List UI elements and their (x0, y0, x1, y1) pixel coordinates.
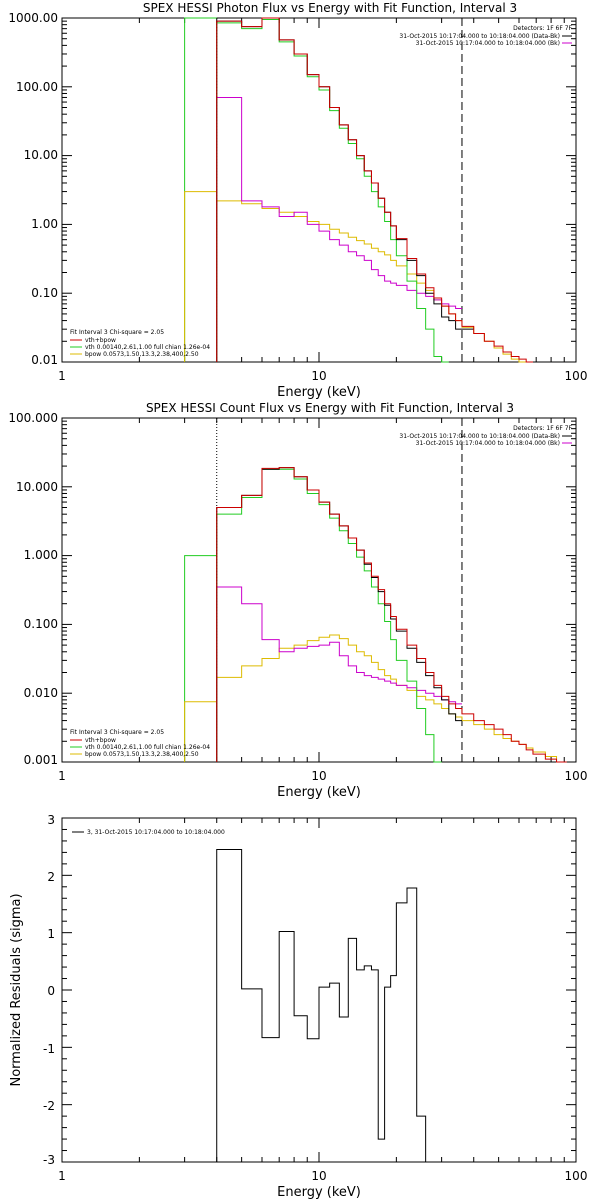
residuals-y-axis-label: Normalized Residuals (sigma) (9, 893, 24, 1086)
count-y-tick-0.001: 0.001 (24, 753, 58, 767)
photon-detectors-label: Detectors: 1F 6F 7F (513, 25, 572, 32)
total-series-line (216, 849, 434, 1163)
photon-y-tick-1000: 1000.00 (8, 11, 58, 25)
total-series-line (216, 17, 474, 362)
count-fit-interval: Fit Interval 3 Chi-square = 2.05 (70, 729, 164, 736)
residuals-y-tick-neg2: -2 (43, 1099, 55, 1113)
photon-panel-title: SPEX HESSI Photon Flux vs Energy with Fi… (143, 1, 517, 15)
photon-plot-area (61, 17, 576, 363)
count-legend-vth: vth 0.00140,2.61,1.00 full chian 1.26e-0… (85, 744, 210, 751)
photon-legend-fitsum: vth+bpow (85, 337, 116, 344)
photon-y-tick-1: 1.00 (31, 217, 58, 231)
bpow-low-energy-step (184, 701, 217, 762)
residuals-legend-label: 3, 31-Oct-2015 10:17:04.000 to 10:18:04.… (87, 829, 225, 836)
count-flux-panel: SPEX HESSI Count Flux vs Energy with Fit… (8, 401, 587, 800)
count-x-axis-label: Energy (keV) (277, 785, 361, 800)
photon-legend-data-bk: 31-Oct-2015 10:17:04.000 to 10:18:04.000… (399, 33, 560, 40)
photon-legend-bpow: bpow 0.0573,1.50,13.3,2.38,400,2.50 (85, 351, 199, 358)
count-legend-fitsum: vth+bpow (85, 737, 116, 744)
residuals-x-tick-100: 100 (565, 1169, 588, 1183)
bpow-series-line (216, 634, 567, 763)
photon-plot-frame (61, 17, 577, 363)
count-y-tick-100: 100.000 (8, 411, 58, 425)
count-x-tick-1: 1 (58, 769, 66, 783)
photon-x-tick-100: 100 (565, 369, 588, 383)
photon-fit-interval: Fit Interval 3 Chi-square = 2.05 (70, 329, 164, 336)
photon-x-tick-10: 10 (311, 369, 326, 383)
residuals-y-tick-0: 0 (47, 984, 55, 998)
photon-x-axis-label: Energy (keV) (277, 385, 361, 400)
photon-y-tick-10: 10.00 (24, 148, 58, 162)
fit_sum-series-line (216, 467, 567, 763)
residuals-y-tick-1: 1 (47, 927, 55, 941)
count-y-tick-1: 1.000 (24, 548, 58, 562)
residuals-y-tick-3: 3 (47, 813, 55, 827)
vth-low-energy-step (184, 555, 217, 762)
residuals-y-tick-neg3: -3 (43, 1153, 55, 1167)
residuals-panel: 1 10 100 3 2 1 0 -1 -2 -3 Energy (keV) N… (9, 813, 587, 1200)
fit_sum-series-line (216, 17, 533, 363)
vth-series-line (216, 19, 449, 363)
count-detectors-label: Detectors: 1F 6F 7F (513, 425, 572, 432)
count-x-tick-100: 100 (565, 769, 588, 783)
residuals-y-tick-2: 2 (47, 870, 55, 884)
residuals-x-axis-label: Energy (keV) (277, 1185, 361, 1200)
residuals-x-tick-1: 1 (58, 1169, 66, 1183)
photon-legend-bk: 31-Oct-2015 10:17:04.000 to 10:18:04.000… (416, 40, 560, 47)
photon-legend-vth: vth 0.00140,2.61,1.00 full chian 1.26e-0… (85, 344, 210, 351)
count-plot-area (61, 418, 576, 763)
count-legend-data-bk: 31-Oct-2015 10:17:04.000 to 10:18:04.000… (399, 433, 560, 440)
residuals-x-tick-10: 10 (311, 1169, 326, 1183)
count-y-tick-0.01: 0.010 (24, 686, 58, 700)
bpow-series-line (216, 200, 533, 363)
photon-flux-panel: SPEX HESSI Photon Flux vs Energy with Fi… (8, 1, 587, 400)
count-x-tick-10: 10 (311, 769, 326, 783)
vth-low-energy-step (184, 17, 217, 362)
vth-series-line (216, 468, 442, 763)
count-panel-title: SPEX HESSI Count Flux vs Energy with Fit… (146, 401, 514, 415)
residuals-plot-area (61, 817, 576, 1163)
count-legend-bk: 31-Oct-2015 10:17:04.000 to 10:18:04.000… (416, 440, 560, 447)
count-y-tick-10: 10.000 (16, 480, 58, 494)
magenta-series-line (216, 586, 462, 762)
photon-x-tick-1: 1 (58, 369, 66, 383)
count-legend-bpow: bpow 0.0573,1.50,13.3,2.38,400,2.50 (85, 751, 199, 758)
count-y-tick-0.1: 0.100 (24, 617, 58, 631)
photon-y-tick-0.01: 0.01 (31, 353, 58, 367)
photon-y-tick-100: 100.00 (16, 80, 58, 94)
photon-y-tick-0.1: 0.10 (31, 286, 58, 300)
count-plot-frame (61, 417, 577, 763)
residuals-y-tick-neg1: -1 (43, 1042, 55, 1056)
bpow-low-energy-step (184, 191, 217, 362)
